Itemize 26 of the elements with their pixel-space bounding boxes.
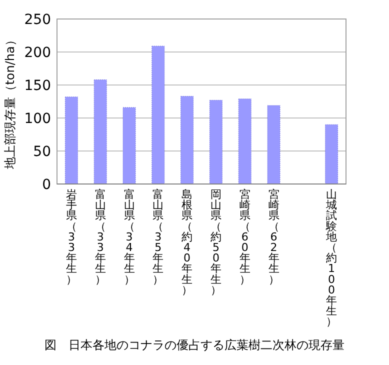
y-tick-label: 250 (24, 12, 51, 28)
category-label: 島根県（約40年生） (182, 188, 193, 296)
y-tick-label: 200 (24, 45, 51, 61)
bar (325, 124, 338, 184)
category-label: 岡山県（約50年生） (210, 188, 222, 296)
bar (94, 79, 107, 184)
y-tick-label: 100 (24, 111, 51, 127)
bar (152, 46, 165, 184)
y-axis-title: 地上部現存量（ton/ha） (3, 34, 17, 170)
bar (64, 96, 78, 184)
category-label: 宮崎県（60年生） (239, 188, 250, 286)
y-tick-label: 50 (33, 144, 51, 160)
y-tick-label: 150 (24, 78, 51, 94)
category-label: 富山県（34年生） (124, 188, 135, 286)
bar (122, 107, 136, 184)
category-label: 岩手県（33年生） (66, 188, 77, 286)
y-tick-label: 0 (42, 177, 51, 193)
bar (209, 100, 222, 184)
category-label: 山城試験地（約100年生） (326, 188, 338, 328)
bar (267, 105, 280, 184)
bar (238, 98, 252, 184)
category-label: 富山県（35年生） (152, 188, 164, 286)
bar (180, 96, 194, 184)
text: 図 日本各地のコナラの優占する広葉樹二次林の現存量 (44, 338, 344, 352)
category-label: 富山県（33年生） (94, 188, 106, 286)
category-label: 宮崎県（62年生） (268, 188, 280, 286)
